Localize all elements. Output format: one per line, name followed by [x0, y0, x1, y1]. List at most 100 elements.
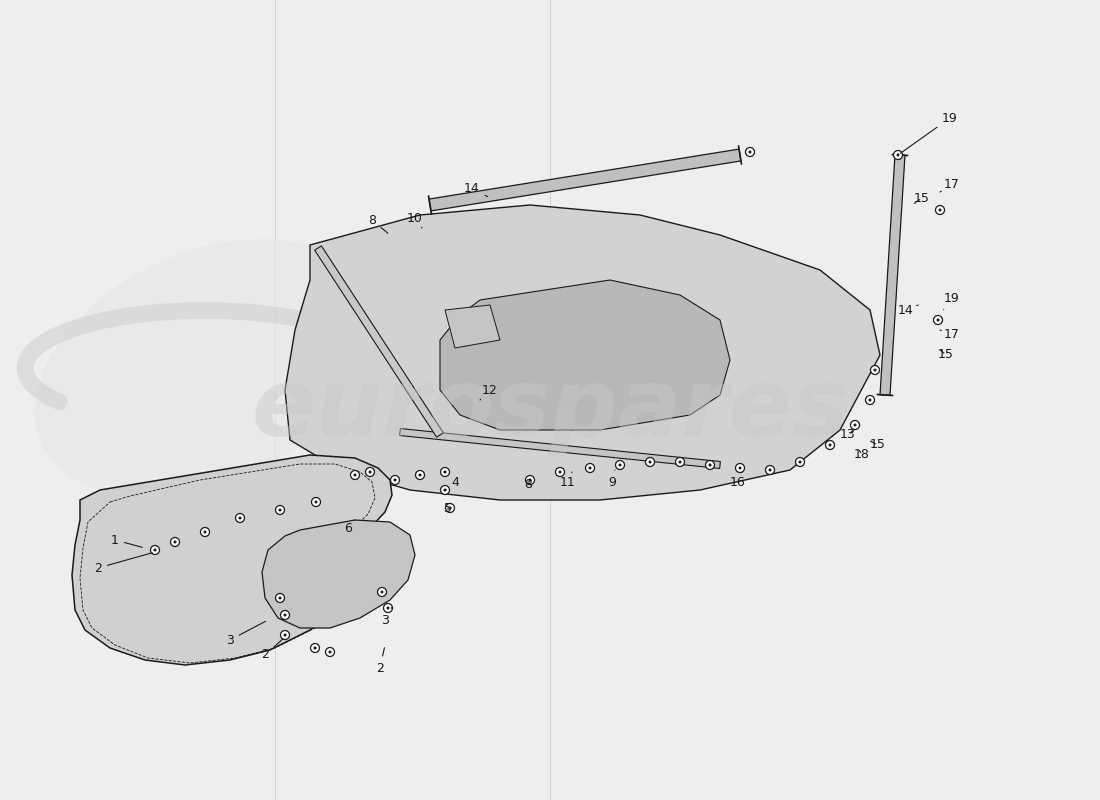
- Circle shape: [280, 630, 289, 639]
- Polygon shape: [880, 154, 905, 395]
- Circle shape: [870, 366, 880, 374]
- Circle shape: [869, 398, 871, 402]
- Text: 14: 14: [898, 303, 918, 317]
- Circle shape: [828, 443, 832, 446]
- Circle shape: [866, 395, 874, 405]
- Text: 15: 15: [914, 191, 929, 205]
- Circle shape: [936, 318, 939, 322]
- Text: 14: 14: [464, 182, 487, 197]
- Polygon shape: [72, 455, 392, 665]
- Circle shape: [278, 509, 282, 511]
- Text: 2: 2: [376, 648, 384, 674]
- Circle shape: [174, 541, 176, 543]
- Text: 4: 4: [447, 475, 459, 490]
- Circle shape: [748, 150, 751, 154]
- Circle shape: [934, 315, 943, 325]
- Circle shape: [443, 470, 447, 474]
- Circle shape: [353, 474, 356, 477]
- Circle shape: [559, 470, 561, 474]
- Circle shape: [390, 475, 399, 485]
- Circle shape: [368, 470, 372, 474]
- Polygon shape: [399, 429, 720, 469]
- Ellipse shape: [35, 239, 375, 497]
- Circle shape: [556, 467, 564, 477]
- Text: 19: 19: [944, 291, 960, 310]
- Circle shape: [449, 506, 451, 510]
- Text: 17: 17: [940, 329, 960, 342]
- Circle shape: [873, 369, 877, 371]
- Circle shape: [204, 530, 207, 534]
- Text: 8: 8: [524, 478, 532, 491]
- Text: 1: 1: [111, 534, 142, 547]
- Circle shape: [386, 606, 389, 610]
- Text: 17: 17: [940, 178, 960, 192]
- Circle shape: [675, 458, 684, 466]
- Circle shape: [284, 614, 286, 617]
- Circle shape: [705, 461, 715, 470]
- Circle shape: [935, 206, 945, 214]
- Circle shape: [239, 517, 242, 519]
- Circle shape: [329, 650, 331, 654]
- Circle shape: [893, 150, 902, 159]
- Circle shape: [384, 603, 393, 613]
- Circle shape: [235, 514, 244, 522]
- Circle shape: [738, 466, 741, 470]
- Text: 3: 3: [227, 622, 265, 646]
- Polygon shape: [429, 149, 741, 211]
- Circle shape: [278, 597, 282, 599]
- Circle shape: [588, 466, 592, 470]
- Circle shape: [416, 470, 425, 479]
- Text: eurospares: eurospares: [251, 364, 849, 456]
- Circle shape: [310, 643, 319, 653]
- Circle shape: [394, 478, 396, 482]
- Circle shape: [854, 423, 857, 426]
- Circle shape: [443, 489, 447, 491]
- Circle shape: [769, 469, 771, 471]
- Circle shape: [154, 549, 156, 551]
- Text: 10: 10: [407, 211, 422, 228]
- Circle shape: [440, 486, 450, 494]
- Circle shape: [679, 461, 682, 463]
- Text: 11: 11: [560, 472, 576, 489]
- Circle shape: [618, 463, 621, 466]
- Circle shape: [736, 463, 745, 473]
- Circle shape: [446, 503, 454, 513]
- Text: 9: 9: [608, 470, 616, 489]
- Circle shape: [315, 501, 318, 503]
- Circle shape: [280, 610, 289, 619]
- Text: 16: 16: [730, 472, 746, 489]
- Text: 13: 13: [840, 429, 856, 442]
- Circle shape: [365, 467, 374, 477]
- Circle shape: [275, 594, 285, 602]
- Polygon shape: [446, 305, 501, 348]
- Circle shape: [708, 463, 712, 466]
- Circle shape: [526, 475, 535, 485]
- Circle shape: [170, 538, 179, 546]
- Text: 19: 19: [900, 111, 958, 154]
- Circle shape: [440, 467, 450, 477]
- Circle shape: [896, 154, 900, 157]
- Circle shape: [799, 461, 802, 463]
- Circle shape: [646, 458, 654, 466]
- Circle shape: [528, 478, 531, 482]
- Text: 5: 5: [444, 502, 452, 514]
- Polygon shape: [262, 520, 415, 628]
- Circle shape: [284, 634, 286, 637]
- Circle shape: [200, 527, 209, 537]
- Text: 2: 2: [95, 553, 152, 574]
- Text: 6: 6: [344, 520, 355, 534]
- Text: 12: 12: [480, 383, 498, 400]
- Circle shape: [377, 587, 386, 597]
- Circle shape: [275, 506, 285, 514]
- Text: 15: 15: [938, 349, 954, 362]
- Text: 15: 15: [870, 438, 886, 451]
- Circle shape: [766, 466, 774, 474]
- Text: 2: 2: [261, 639, 283, 662]
- Circle shape: [351, 470, 360, 479]
- Text: 3: 3: [381, 607, 392, 626]
- Circle shape: [938, 209, 942, 211]
- Circle shape: [825, 441, 835, 450]
- Circle shape: [418, 474, 421, 477]
- Text: 8: 8: [368, 214, 388, 234]
- Circle shape: [326, 647, 334, 657]
